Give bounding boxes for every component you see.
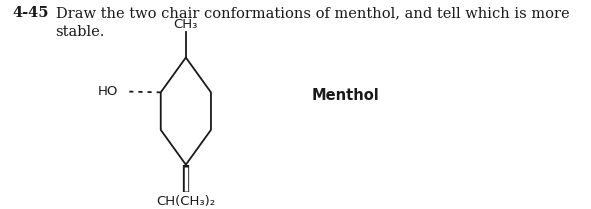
Text: Draw the two chair conformations of menthol, and tell which is more
stable.: Draw the two chair conformations of ment… xyxy=(56,6,569,40)
Text: CH(CH₃)₂: CH(CH₃)₂ xyxy=(156,195,215,208)
Text: Menthol: Menthol xyxy=(311,88,379,103)
Text: HO: HO xyxy=(98,85,118,98)
Text: 4-45: 4-45 xyxy=(12,6,48,20)
Text: CH₃: CH₃ xyxy=(174,18,198,31)
